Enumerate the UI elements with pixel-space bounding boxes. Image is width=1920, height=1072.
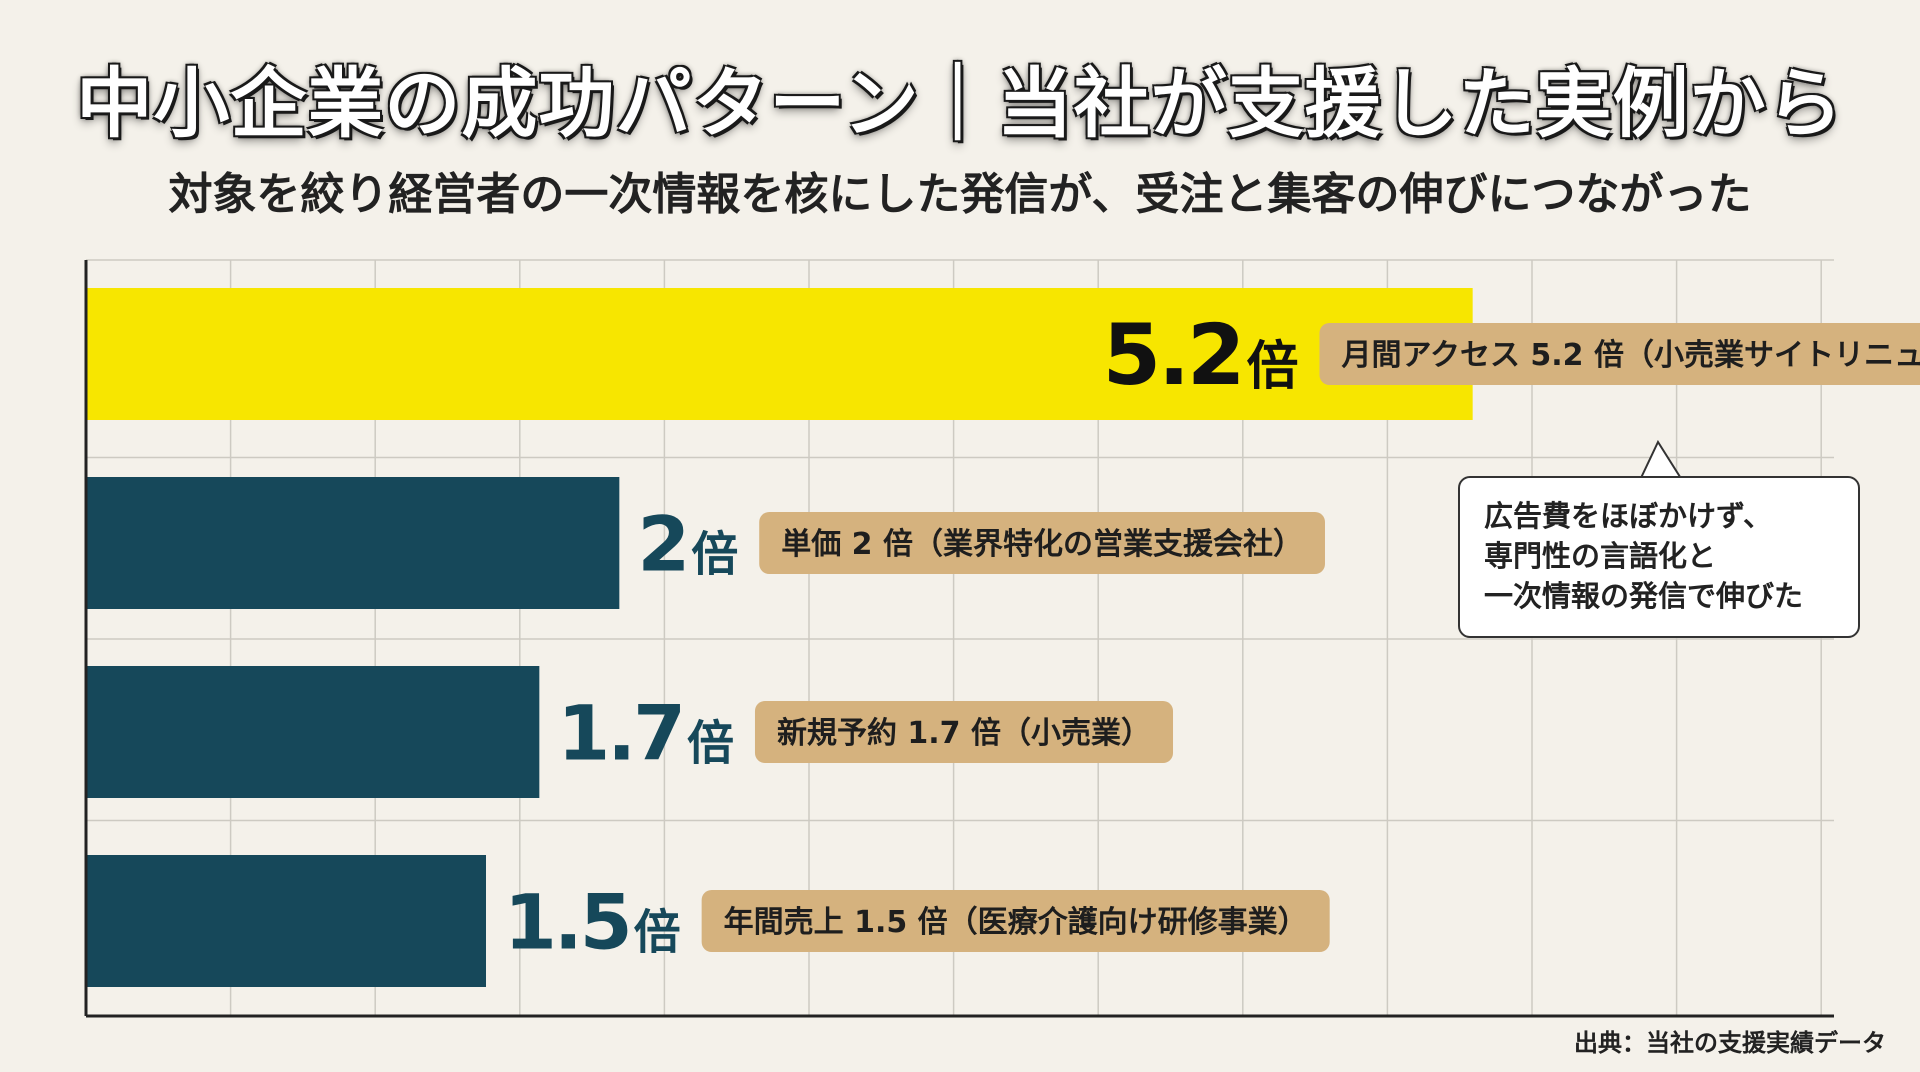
category-label: 年間売上 1.5 倍（医療介護向け研修事業） <box>724 905 1308 940</box>
page-title: 中小企業の成功パターン｜当社が支援した実例から <box>76 59 1844 148</box>
source-note: 出典：当社の支援実績データ <box>1574 1029 1886 1057</box>
category-label: 月間アクセス 5.2 倍（小売業サイトリニューアル） <box>1341 338 1920 373</box>
bar <box>86 477 620 609</box>
callout-line: 専門性の言語化と <box>1484 539 1717 573</box>
category-label: 新規予約 1.7 倍（小売業） <box>777 716 1151 751</box>
category-label-pill <box>754 701 1174 763</box>
bar <box>86 288 1473 420</box>
data-label: 1.5倍 <box>504 877 680 966</box>
data-label: 1.7倍 <box>557 688 733 777</box>
callout-line: 一次情報の発信で伸びた <box>1484 579 1804 613</box>
data-label: 2倍 <box>637 499 737 588</box>
data-label: 5.2倍 <box>1103 306 1298 404</box>
category-label-pill <box>701 890 1330 952</box>
callout-tail <box>1639 440 1683 480</box>
category-label-pill <box>759 512 1325 574</box>
callout-line: 広告費をほぼかけず、 <box>1484 499 1772 533</box>
category-label: 単価 2 倍（業界特化の営業支援会社） <box>781 527 1303 562</box>
bar <box>86 666 540 798</box>
page-subtitle: 対象を絞り経営者の一次情報を核にした発信が、受注と集客の伸びにつながった <box>168 169 1752 220</box>
callout-note: 広告費をほぼかけず、 専門性の言語化と 一次情報の発信で伸びた <box>1458 476 1860 638</box>
category-label-pill <box>1319 323 1920 385</box>
bar <box>86 855 486 987</box>
